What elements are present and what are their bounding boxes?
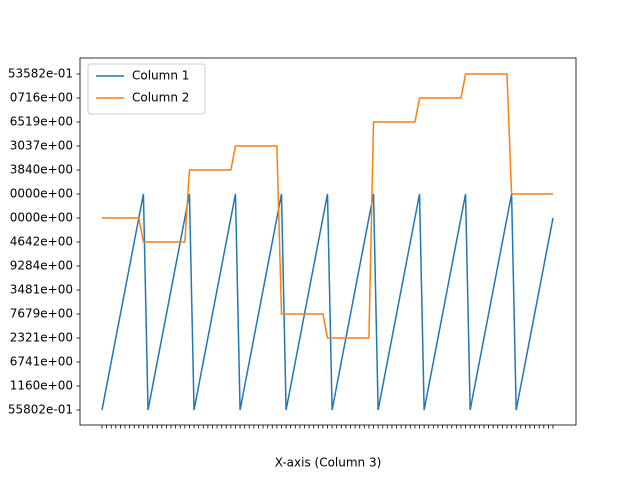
y-tick-label: 3840e+00 [10, 163, 73, 177]
y-tick-label: 0716e+00 [10, 91, 73, 105]
y-tick-label: 0000e+00 [10, 187, 73, 201]
y-tick-label: 4642e+00 [10, 235, 73, 249]
y-tick-label: 1160e+00 [10, 379, 73, 393]
legend-label: Column 1 [132, 69, 189, 83]
y-tick-label: 0000e+00 [10, 211, 73, 225]
legend-label: Column 2 [132, 91, 189, 105]
axes-frame [79, 57, 577, 426]
line-series [101, 193, 554, 411]
y-tick-label: 53582e-01 [8, 67, 73, 81]
line-series [102, 73, 553, 339]
y-tick-label: 3037e+00 [10, 139, 73, 153]
y-tick-label: 6741e+00 [10, 355, 73, 369]
y-tick-label: 2321e+00 [10, 331, 73, 345]
y-tick-label: 6519e+00 [10, 115, 73, 129]
x-axis-label: X-axis (Column 3) [275, 456, 382, 470]
y-tick-label: 55802e-01 [8, 403, 73, 417]
y-tick-label: 3481e+00 [10, 283, 73, 297]
y-tick-label: 7679e+00 [10, 307, 73, 321]
y-tick-label: 9284e+00 [10, 259, 73, 273]
